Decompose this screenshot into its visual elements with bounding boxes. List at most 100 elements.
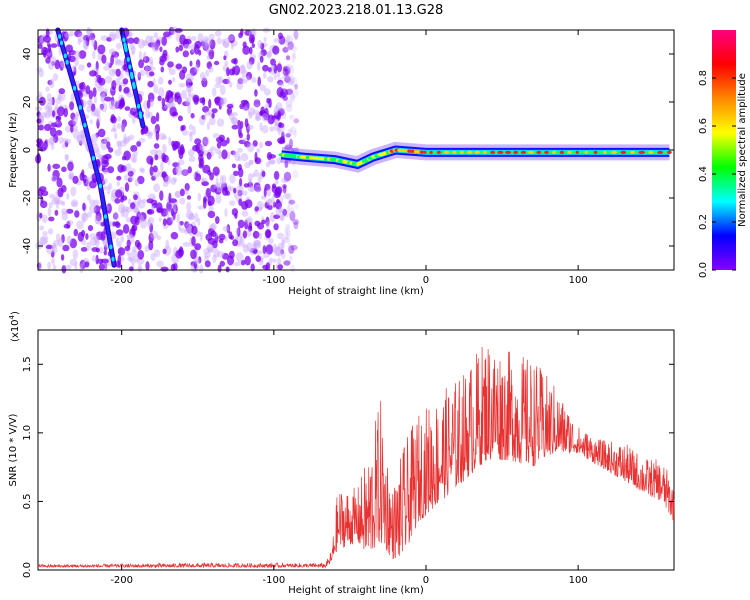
noise-blob	[265, 161, 271, 168]
noise-blob	[115, 189, 123, 199]
noise-blob	[54, 59, 61, 70]
noise-blob	[210, 146, 217, 152]
noise-blob	[109, 48, 116, 55]
noise-blob	[289, 114, 295, 120]
noise-blob	[49, 127, 57, 137]
noise-blob	[53, 239, 60, 247]
noise-blob	[202, 136, 210, 146]
noise-blob	[180, 144, 185, 154]
noise-blob	[185, 85, 194, 93]
noise-blob	[245, 76, 251, 82]
noise-blob	[113, 212, 119, 220]
noise-blob	[108, 98, 114, 110]
noise-blob	[206, 152, 212, 160]
noise-blob	[194, 138, 202, 145]
noise-blob	[95, 60, 99, 71]
main-line-peak	[544, 150, 549, 154]
noise-blob	[246, 242, 254, 252]
noise-blob	[95, 238, 100, 248]
noise-blob	[47, 206, 52, 217]
noise-blob	[101, 138, 108, 144]
noise-blob	[61, 234, 65, 244]
noise-blob	[137, 71, 141, 81]
noise-blob	[256, 250, 263, 255]
noise-blob	[224, 236, 228, 242]
noise-blob	[221, 38, 226, 46]
noise-blob	[36, 66, 43, 73]
noise-blob	[273, 246, 282, 257]
noise-blob	[65, 44, 73, 53]
noise-blob	[55, 233, 61, 243]
noise-blob	[131, 115, 136, 125]
noise-blob	[67, 220, 74, 226]
noise-blob	[281, 251, 286, 260]
noise-blob	[266, 51, 273, 57]
noise-blob	[133, 37, 140, 45]
noise-blob	[233, 170, 239, 176]
noise-blob	[244, 199, 253, 209]
noise-blob	[237, 156, 242, 162]
noise-blob	[183, 189, 189, 195]
noise-blob	[237, 147, 243, 153]
main-line-peak	[451, 150, 457, 154]
noise-blob	[93, 205, 101, 215]
noise-blob	[266, 50, 272, 59]
noise-blob	[248, 221, 252, 231]
noise-blob	[56, 129, 63, 136]
noise-blob	[282, 95, 289, 101]
noise-blob	[201, 114, 206, 120]
colorbar-ticks: 0.0 0.2 0.4 0.6 0.8	[698, 70, 736, 278]
noise-blob	[150, 115, 157, 125]
main-line-peak	[567, 150, 572, 154]
noise-blob	[82, 138, 87, 146]
noise-blob	[201, 76, 208, 82]
noise-blob	[254, 157, 261, 165]
noise-blob	[89, 233, 97, 239]
noise-blob	[82, 212, 88, 218]
noise-blob	[134, 216, 140, 226]
noise-blob	[282, 46, 289, 53]
noise-blob	[207, 200, 212, 207]
noise-blob	[181, 124, 186, 131]
noise-blob	[256, 148, 261, 154]
noise-blob	[241, 79, 248, 84]
noise-blob	[284, 44, 291, 52]
noise-blob	[49, 78, 55, 89]
noise-blob	[166, 217, 173, 226]
noise-blob	[67, 161, 74, 172]
trace-highlight	[109, 244, 113, 250]
noise-blob	[138, 137, 146, 143]
noise-blob	[104, 61, 111, 67]
noise-blob	[244, 161, 251, 169]
noise-blob	[95, 254, 99, 265]
noise-blob	[101, 165, 106, 171]
noise-blob	[238, 139, 246, 145]
noise-blob	[201, 77, 208, 88]
noise-blob	[96, 148, 101, 159]
spectrogram-noise	[35, 26, 300, 274]
noise-blob	[158, 87, 165, 98]
noise-blob	[147, 209, 153, 215]
noise-blob	[51, 243, 55, 253]
noise-blob	[222, 78, 230, 85]
noise-blob	[150, 252, 156, 261]
noise-blob	[203, 252, 211, 258]
noise-blob	[266, 188, 272, 197]
noise-blob	[273, 74, 277, 80]
noise-blob	[254, 116, 262, 121]
noise-blob	[68, 120, 76, 127]
noise-blob	[150, 60, 154, 67]
noise-blob	[115, 59, 124, 66]
noise-blob	[179, 227, 186, 234]
noise-blob	[100, 140, 108, 151]
noise-blob	[284, 227, 289, 234]
noise-blob	[283, 237, 291, 244]
main-line-peak	[423, 150, 427, 154]
noise-blob	[194, 259, 201, 265]
noise-blob	[231, 208, 239, 216]
noise-blob	[137, 266, 143, 272]
noise-blob	[71, 65, 77, 72]
noise-blob	[45, 57, 51, 64]
noise-blob	[148, 66, 156, 71]
noise-blob	[253, 169, 259, 177]
